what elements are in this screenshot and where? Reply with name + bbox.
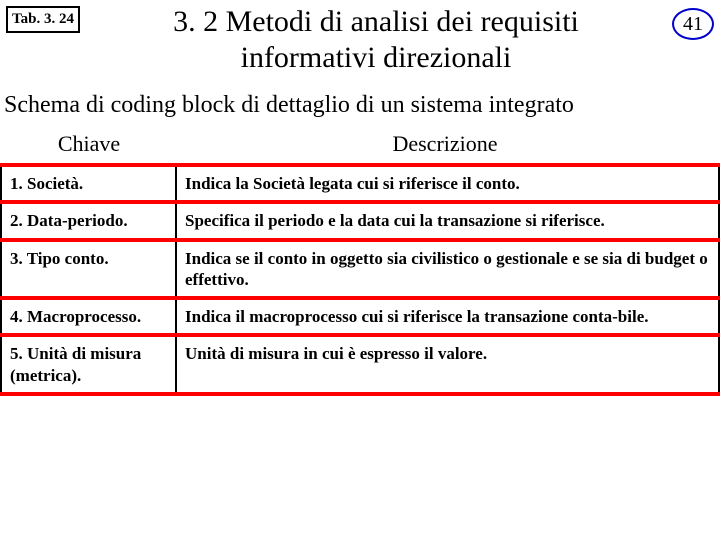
cell-key: 3. Tipo conto. xyxy=(1,240,176,299)
tab-reference-label: Tab. 3. 24 xyxy=(6,6,80,33)
cell-description: Indica il macroprocesso cui si riferisce… xyxy=(176,298,719,335)
table-row: 3. Tipo conto. Indica se il conto in ogg… xyxy=(1,240,719,299)
cell-description: Unità di misura in cui è espresso il val… xyxy=(176,335,719,394)
title-line-1: 3. 2 Metodi di analisi dei requisiti xyxy=(173,5,579,38)
table-row: 5. Unità di misura (metrica). Unità di m… xyxy=(1,335,719,394)
cell-key: 2. Data-periodo. xyxy=(1,202,176,239)
cell-key: 1. Società. xyxy=(1,165,176,202)
cell-description: Specifica il periodo e la data cui la tr… xyxy=(176,202,719,239)
cell-description: Indica la Società legata cui si riferisc… xyxy=(176,165,719,202)
title-line-2: informativi direzionali xyxy=(241,41,512,74)
slide-header: Tab. 3. 24 3. 2 Metodi di analisi dei re… xyxy=(0,0,720,86)
table-row: 4. Macroprocesso. Indica il macroprocess… xyxy=(1,298,719,335)
coding-block-table: 1. Società. Indica la Società legata cui… xyxy=(0,163,720,396)
slide-subtitle: Schema di coding block di dettaglio di u… xyxy=(0,86,720,131)
table-column-headers: Chiave Descrizione xyxy=(0,131,720,163)
slide-title: 3. 2 Metodi di analisi dei requisiti inf… xyxy=(80,4,672,76)
table-row: 2. Data-periodo. Specifica il periodo e … xyxy=(1,202,719,239)
cell-key: 4. Macroprocesso. xyxy=(1,298,176,335)
table-row: 1. Società. Indica la Società legata cui… xyxy=(1,165,719,202)
cell-key: 5. Unità di misura (metrica). xyxy=(1,335,176,394)
slide-number-badge: 41 xyxy=(672,8,714,40)
cell-description: Indica se il conto in oggetto sia civili… xyxy=(176,240,719,299)
column-header-key: Chiave xyxy=(4,131,174,157)
column-header-description: Descrizione xyxy=(174,131,716,157)
